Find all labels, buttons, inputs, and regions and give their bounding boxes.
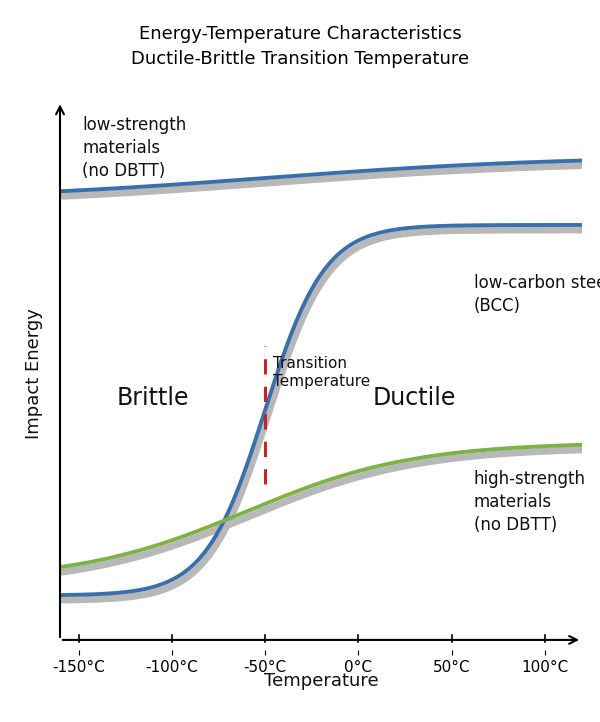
Text: Energy-Temperature Characteristics
Ductile-Brittle Transition Temperature: Energy-Temperature Characteristics Ducti… [131, 25, 469, 69]
Text: Impact Energy: Impact Energy [25, 308, 43, 438]
Text: Ductile: Ductile [373, 386, 456, 410]
Text: Transition
Temperature: Transition Temperature [272, 356, 370, 389]
Text: low-strength
materials
(no DBTT): low-strength materials (no DBTT) [82, 116, 187, 180]
Text: low-carbon steel
(BCC): low-carbon steel (BCC) [474, 274, 600, 315]
Text: high-strength
materials
(no DBTT): high-strength materials (no DBTT) [474, 470, 586, 534]
Text: Temperature: Temperature [263, 672, 379, 690]
Text: Brittle: Brittle [117, 386, 190, 410]
